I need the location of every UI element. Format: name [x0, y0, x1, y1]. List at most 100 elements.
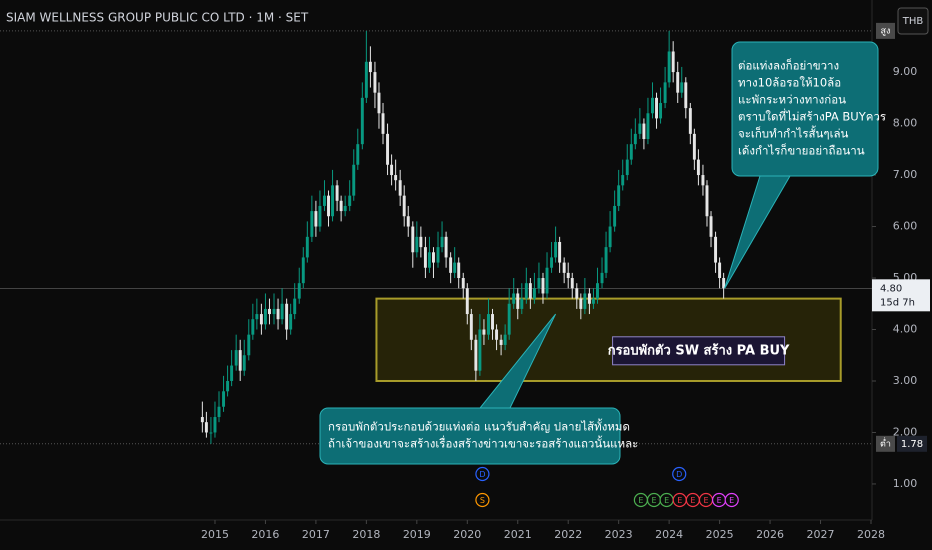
candle-body [242, 355, 246, 371]
candle-body [570, 278, 574, 289]
candle-body [432, 252, 435, 263]
x-tick-label: 2019 [403, 528, 431, 541]
candle-body [575, 288, 579, 299]
callout-text: ถ้าเจ้าของเขาจะสร้างเรื่องสร้างข่าวเขาจะ… [328, 436, 638, 451]
chart-title: SIAM WELLNESS GROUP PUBLIC CO LTD · 1M ·… [6, 11, 309, 25]
candle-body [339, 200, 343, 212]
candle-body [255, 314, 259, 320]
callout-box [319, 407, 621, 465]
candle-body [285, 303, 289, 330]
candle-body [503, 334, 507, 345]
currency[interactable]: THB [902, 16, 924, 27]
currency-box[interactable] [897, 7, 929, 35]
event-marker [475, 492, 490, 508]
candle-body [692, 133, 696, 160]
candle-body [663, 82, 667, 103]
candle-body [331, 185, 335, 217]
candle-body [268, 308, 271, 315]
candle-body [259, 314, 263, 325]
candle-body [550, 257, 554, 268]
event-label: D [676, 470, 682, 479]
candle-body [360, 97, 364, 145]
zone-label-box [612, 336, 786, 366]
candle-body [495, 329, 499, 340]
candle-body [461, 278, 465, 289]
event-label: E [638, 496, 643, 505]
candle-body [642, 123, 646, 140]
x-tick-label: 2015 [201, 528, 229, 541]
candle-body [684, 82, 688, 109]
candle-body [318, 205, 322, 227]
x-tick-label: 2027 [807, 528, 835, 541]
candle-body [633, 133, 637, 145]
candle-body [222, 391, 226, 407]
callout-box [731, 41, 879, 177]
candle-body [566, 272, 570, 279]
candle-body [230, 365, 234, 381]
candle-body [200, 417, 204, 423]
event-label: S [480, 496, 485, 505]
candle-body [217, 406, 221, 418]
x-tick-label: 2026 [756, 528, 784, 541]
candle-body [352, 164, 356, 196]
candle-body [305, 236, 309, 258]
candle-body [524, 283, 528, 299]
candle-body [667, 51, 671, 83]
candle-body [356, 144, 360, 165]
candle-body [604, 247, 608, 273]
callout-text: ต่อแท่งลงก็อย่าขวาง [738, 58, 839, 73]
zone-label: กรอบพักตัว SW สร้าง PA BUY [608, 342, 790, 358]
countdown: 15d 7h [880, 297, 915, 308]
candle-body [474, 339, 478, 371]
candle-body [423, 247, 427, 268]
candle-body [427, 252, 431, 268]
candle-body [465, 288, 469, 315]
candle-body [651, 97, 654, 114]
candle-body [209, 432, 213, 434]
candle-body [390, 164, 394, 176]
event-label: D [479, 470, 485, 479]
x-tick-label: 2021 [504, 528, 532, 541]
candle-body [625, 159, 629, 176]
candle-body [617, 185, 621, 206]
candle-body [251, 319, 255, 335]
candle-body [591, 298, 595, 304]
candle-body [440, 236, 444, 248]
callout-text: จะเก็บทำกำไรสั้นๆเล่น [738, 126, 849, 141]
candle-body [419, 236, 423, 248]
candle-body [688, 108, 692, 134]
candle-body [343, 205, 347, 212]
candle-body [297, 283, 301, 299]
candle-body [478, 329, 482, 371]
callout-text: เด้งกำไรก็ขายอย่าถือนาน [738, 143, 865, 158]
price-badge [872, 279, 930, 312]
candle-body [671, 51, 675, 73]
callout-text: ตราบใดที่ไม่สร้างPA BUYควร [738, 109, 886, 124]
high-label: สูง [881, 26, 891, 36]
y-tick-label: 8.00 [893, 117, 918, 130]
candle-body [381, 113, 385, 134]
candle-body [289, 314, 293, 330]
candle-body [457, 262, 461, 279]
candle-body [415, 236, 419, 253]
candle-body [386, 133, 390, 165]
candle-body [701, 175, 705, 186]
candle-body [516, 293, 520, 309]
candle-body [247, 334, 251, 356]
candle-body [629, 144, 633, 160]
candle-body [377, 92, 381, 114]
low-label: ต่ำ [880, 436, 891, 449]
candle-body [487, 314, 490, 335]
x-tick-label: 2020 [453, 528, 481, 541]
candle-body [276, 308, 280, 320]
candle-body [402, 195, 406, 217]
y-tick-label: 3.00 [893, 374, 918, 387]
candle-body [583, 293, 587, 309]
candle-body [579, 298, 583, 309]
y-tick-label: 1.00 [893, 477, 918, 490]
candle-body [558, 241, 562, 263]
candle-body [600, 272, 604, 284]
x-tick-label: 2016 [251, 528, 279, 541]
candle-body [512, 293, 516, 304]
